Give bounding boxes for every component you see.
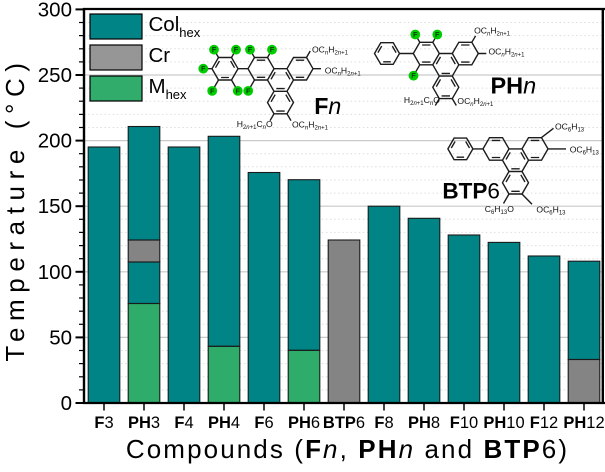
svg-text:PH3: PH3 <box>128 414 160 432</box>
svg-text:OC6H13: OC6H13 <box>536 205 566 217</box>
svg-text:F: F <box>212 45 217 54</box>
svg-text:150: 150 <box>38 195 72 218</box>
svg-text:Fn: Fn <box>314 93 341 119</box>
svg-text:F: F <box>413 30 418 39</box>
svg-text:250: 250 <box>38 64 72 87</box>
svg-text:Cr: Cr <box>149 44 171 67</box>
svg-text:F: F <box>246 86 251 95</box>
svg-text:F: F <box>210 86 215 95</box>
svg-text:OC6H13: OC6H13 <box>555 121 585 133</box>
svg-text:PH4: PH4 <box>208 414 240 432</box>
svg-text:50: 50 <box>49 326 72 349</box>
svg-text:F8: F8 <box>374 414 393 432</box>
svg-text:PH8: PH8 <box>408 414 440 432</box>
svg-text:F12: F12 <box>530 414 558 432</box>
svg-text:BTP6: BTP6 <box>442 179 500 204</box>
svg-text:F: F <box>435 30 440 39</box>
svg-text:PH6: PH6 <box>288 414 320 432</box>
svg-text:F6: F6 <box>254 414 273 432</box>
svg-text:F10: F10 <box>450 414 478 432</box>
svg-text:300: 300 <box>38 0 72 21</box>
svg-text:F: F <box>411 71 416 80</box>
svg-text:F: F <box>248 45 253 54</box>
svg-text:PH10: PH10 <box>483 414 524 432</box>
svg-text:BTP6: BTP6 <box>323 414 365 432</box>
svg-text:F: F <box>201 64 206 73</box>
svg-text:F: F <box>270 45 275 54</box>
svg-text:F3: F3 <box>94 414 113 432</box>
svg-text:PH12: PH12 <box>563 414 604 432</box>
svg-text:0: 0 <box>61 392 72 415</box>
svg-text:F4: F4 <box>174 414 193 432</box>
svg-text:Mhex: Mhex <box>149 75 188 102</box>
svg-text:Temperature (°C): Temperature (°C) <box>0 56 30 361</box>
svg-text:Compounds (Fn, PHn and BTP6): Compounds (Fn, PHn and BTP6) <box>126 434 569 464</box>
svg-text:100: 100 <box>38 261 72 284</box>
svg-text:F: F <box>234 45 239 54</box>
svg-text:PHn: PHn <box>491 72 537 98</box>
svg-text:200: 200 <box>38 130 72 153</box>
svg-text:F: F <box>236 86 241 95</box>
svg-text:OC6H13: OC6H13 <box>570 144 600 156</box>
